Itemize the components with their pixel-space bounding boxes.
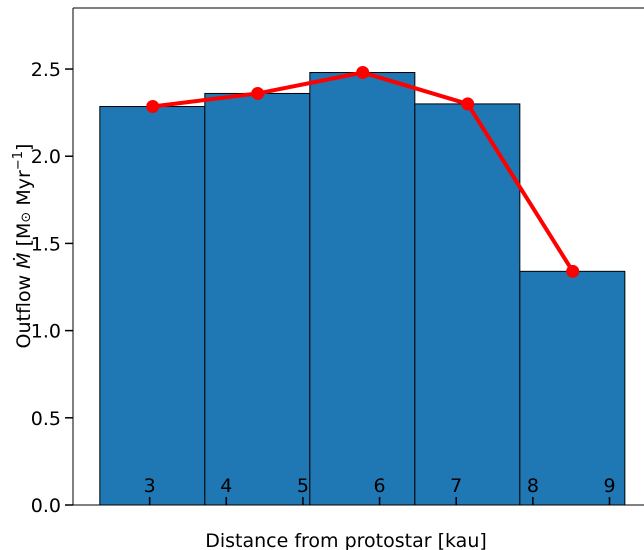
y-tick-label-1: 0.5 bbox=[31, 408, 61, 430]
bar-2 bbox=[204, 92, 311, 506]
bar-5 bbox=[519, 270, 626, 506]
x-tick-label-1: 4 bbox=[220, 475, 232, 497]
line-point-2 bbox=[251, 86, 265, 100]
line-point-4 bbox=[461, 97, 475, 111]
y-axis-label-symbol: Ṁ bbox=[12, 252, 35, 268]
axes-layer bbox=[72, 7, 644, 506]
x-tick-label-2: 5 bbox=[297, 475, 309, 497]
line-layer bbox=[146, 66, 580, 278]
x-tick-label-3: 6 bbox=[374, 475, 386, 497]
line-point-1 bbox=[146, 100, 160, 114]
y-tick-label-4: 2.0 bbox=[31, 146, 61, 168]
y-axis-label-prefix: Outflow bbox=[13, 269, 35, 349]
bars-layer bbox=[99, 72, 626, 506]
bar-1 bbox=[99, 106, 206, 506]
y-axis-label-myr: Myr bbox=[13, 170, 35, 212]
bar-3 bbox=[309, 72, 416, 506]
ticks-layer: 0.0 0.5 1.0 1.5 2.0 2.5 3 4 5 6 7 8 9 bbox=[31, 59, 616, 517]
y-tick-label-5: 2.5 bbox=[31, 59, 61, 81]
bar-4 bbox=[414, 103, 521, 506]
x-tick-label-6: 9 bbox=[603, 475, 615, 497]
x-axis-label: Distance from protostar [kau] bbox=[205, 530, 487, 550]
y-tick-label-3: 1.5 bbox=[31, 233, 61, 255]
line-point-3 bbox=[356, 66, 370, 80]
x-tick-label-4: 7 bbox=[450, 475, 462, 497]
x-tick-label-0: 3 bbox=[144, 475, 156, 497]
y-tick-label-2: 1.0 bbox=[31, 321, 61, 343]
y-tick-label-0: 0.0 bbox=[31, 495, 61, 517]
y-axis-label-exponent: −1 bbox=[11, 151, 26, 170]
y-axis-label-sun: ⊙ bbox=[19, 212, 34, 223]
y-axis-label-unit: [M bbox=[13, 223, 35, 253]
line-point-5 bbox=[566, 264, 580, 278]
y-axis-label-close: ] bbox=[13, 144, 35, 151]
y-axis-label: Outflow Ṁ [M⊙ Myr−1] bbox=[11, 144, 35, 349]
x-tick-label-5: 8 bbox=[527, 475, 539, 497]
